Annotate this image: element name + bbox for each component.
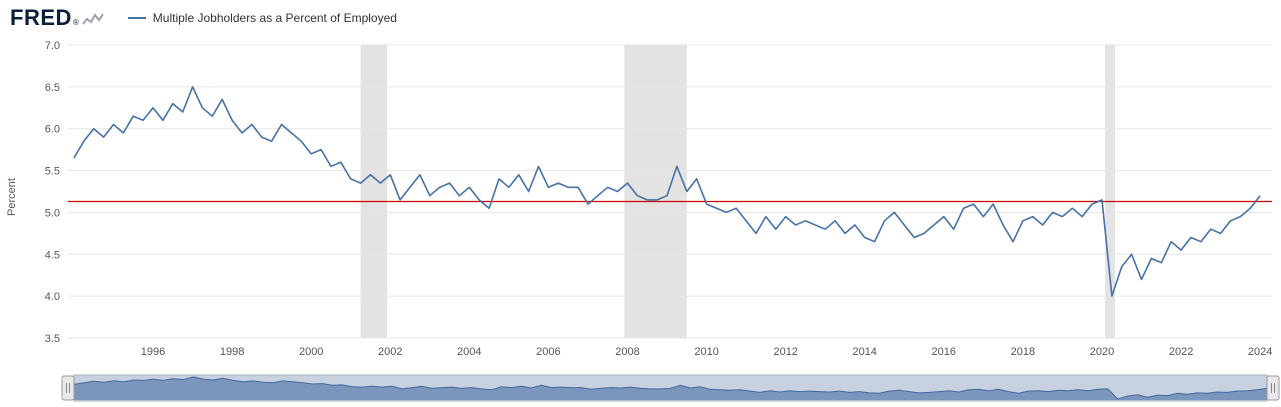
y-tick-label: 4.0 bbox=[45, 291, 60, 303]
fred-logo-chart-icon bbox=[82, 12, 106, 32]
fred-logo-text: FRED bbox=[10, 5, 72, 30]
legend-line-swatch bbox=[127, 17, 146, 19]
navigator-left-handle[interactable] bbox=[61, 375, 75, 401]
x-tick-label: 2016 bbox=[932, 346, 956, 358]
main-chart: Percent 7.0 6.5 6.0 5.5 5.0 4.5 4.0 3.5 1996 1998… bbox=[0, 36, 1281, 366]
range-navigator[interactable] bbox=[0, 374, 1281, 402]
navigator-line bbox=[73, 376, 1268, 400]
registered-mark: ® bbox=[72, 18, 79, 27]
recession-band bbox=[1105, 45, 1115, 338]
y-tick-label: 6.5 bbox=[45, 82, 60, 94]
x-tick-label: 2004 bbox=[457, 346, 481, 358]
y-tick-label: 3.5 bbox=[45, 333, 60, 345]
y-tick-label: 5.5 bbox=[45, 166, 60, 178]
x-tick-label: 2002 bbox=[378, 346, 402, 358]
recession-band bbox=[360, 45, 388, 338]
x-tick-label: 2010 bbox=[694, 346, 718, 358]
x-tick-label: 2014 bbox=[852, 346, 876, 358]
x-tick-label: 2020 bbox=[1090, 346, 1114, 358]
y-tick-label: 5.0 bbox=[45, 207, 60, 219]
plot-area[interactable]: 7.0 6.5 6.0 5.5 5.0 4.5 4.0 3.5 1996 1998 2000 2002… bbox=[0, 36, 1281, 366]
x-tick-label: 2000 bbox=[299, 346, 323, 358]
x-tick-label: 2018 bbox=[1011, 346, 1035, 358]
x-tick-label: 1998 bbox=[220, 346, 244, 358]
y-tick-label: 6.0 bbox=[45, 124, 60, 136]
legend: Multiple Jobholders as a Percent of Empl… bbox=[127, 11, 397, 25]
x-tick-label: 2012 bbox=[773, 346, 797, 358]
x-tick-label: 1996 bbox=[141, 346, 165, 358]
chart-header: FRED ® Multiple Jobholders as a Percent … bbox=[0, 0, 1281, 37]
series-line bbox=[73, 86, 1261, 297]
navigator-right-handle[interactable] bbox=[1266, 375, 1280, 401]
x-tick-label: 2006 bbox=[536, 346, 560, 358]
y-tick-label: 4.5 bbox=[45, 249, 60, 261]
y-axis-title: Percent bbox=[6, 178, 18, 216]
fred-logo[interactable]: FRED ® bbox=[10, 0, 106, 36]
x-tick-label: 2022 bbox=[1169, 346, 1193, 358]
y-tick-label: 7.0 bbox=[45, 40, 60, 52]
x-tick-label: 2008 bbox=[615, 346, 639, 358]
x-tick-label: 2024 bbox=[1248, 346, 1272, 358]
legend-label: Multiple Jobholders as a Percent of Empl… bbox=[152, 11, 397, 25]
